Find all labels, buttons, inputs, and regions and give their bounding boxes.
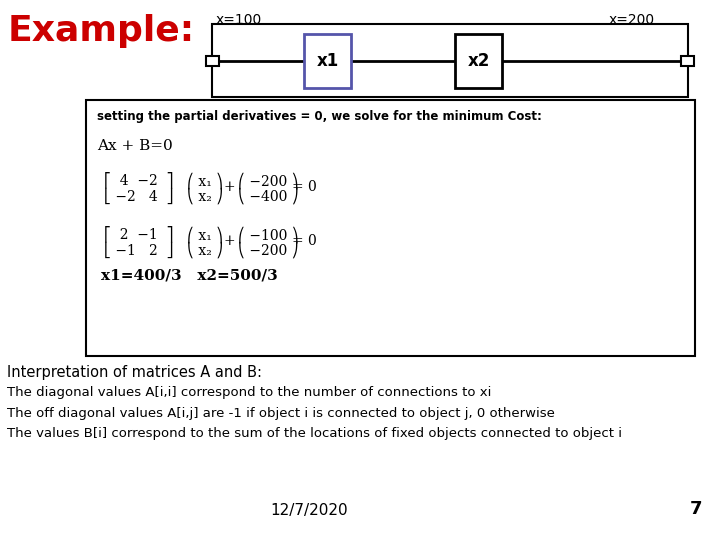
Bar xyxy=(456,34,503,88)
Text: x=100: x=100 xyxy=(216,14,262,28)
Text: +: + xyxy=(223,234,235,248)
Text: x2: x2 xyxy=(467,52,490,70)
Text: ⎛ −100 ⎞: ⎛ −100 ⎞ xyxy=(238,226,298,242)
Text: ⎝ x₂ ⎠: ⎝ x₂ ⎠ xyxy=(187,188,223,205)
Text: ⎛ x₁ ⎞: ⎛ x₁ ⎞ xyxy=(187,226,223,242)
Text: x1: x1 xyxy=(317,52,338,70)
Text: ⎝ x₂ ⎠: ⎝ x₂ ⎠ xyxy=(187,242,223,259)
Text: ⎡  2  −1  ⎤: ⎡ 2 −1 ⎤ xyxy=(104,226,174,242)
Text: ⎛ −200 ⎞: ⎛ −200 ⎞ xyxy=(238,172,298,188)
Text: Interpretation of matrices A and B:: Interpretation of matrices A and B: xyxy=(7,364,262,380)
Text: x=200: x=200 xyxy=(608,14,654,28)
Text: ⎝ −400 ⎠: ⎝ −400 ⎠ xyxy=(238,188,298,205)
Text: ⎝ −200 ⎠: ⎝ −200 ⎠ xyxy=(238,242,298,259)
Bar xyxy=(681,56,694,65)
Text: Example:: Example: xyxy=(7,14,194,48)
Bar xyxy=(212,24,688,97)
Text: ⎡  4  −2  ⎤: ⎡ 4 −2 ⎤ xyxy=(104,172,174,188)
Bar xyxy=(206,56,219,65)
Text: = 0: = 0 xyxy=(292,234,316,248)
Text: ⎣ −1   2  ⎦: ⎣ −1 2 ⎦ xyxy=(104,242,174,258)
Bar xyxy=(86,100,695,356)
Text: 7: 7 xyxy=(690,501,702,518)
Text: = 0: = 0 xyxy=(292,180,316,194)
Text: ⎛ x₁ ⎞: ⎛ x₁ ⎞ xyxy=(187,172,223,188)
Text: x1=400/3   x2=500/3: x1=400/3 x2=500/3 xyxy=(101,269,277,283)
Bar xyxy=(304,34,351,88)
Text: +: + xyxy=(223,180,235,194)
Text: Ax + B=0: Ax + B=0 xyxy=(97,139,173,153)
Text: The values B[i] correspond to the sum of the locations of fixed objects connecte: The values B[i] correspond to the sum of… xyxy=(7,427,622,440)
Text: 12/7/2020: 12/7/2020 xyxy=(271,503,348,518)
Text: The off diagonal values A[i,j] are -1 if object i is connected to object j, 0 ot: The off diagonal values A[i,j] are -1 if… xyxy=(7,407,555,420)
Text: The diagonal values A[i,i] correspond to the number of connections to xi: The diagonal values A[i,i] correspond to… xyxy=(7,386,492,399)
Text: ⎣ −2   4  ⎦: ⎣ −2 4 ⎦ xyxy=(104,188,174,204)
Text: setting the partial derivatives = 0, we solve for the minimum Cost:: setting the partial derivatives = 0, we … xyxy=(97,110,542,123)
